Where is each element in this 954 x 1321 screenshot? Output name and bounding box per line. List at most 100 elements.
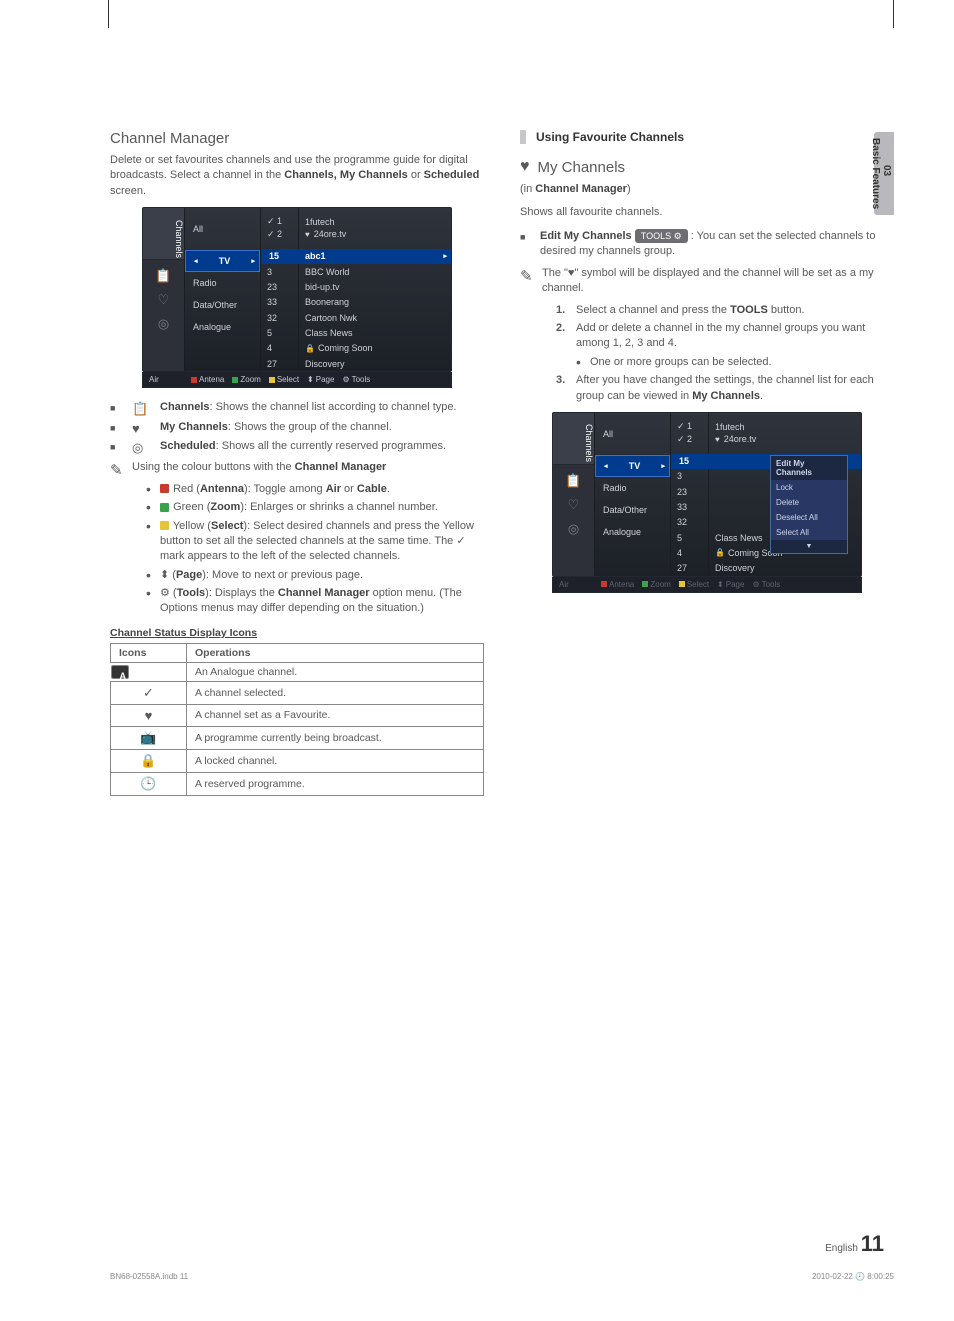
- foot-antena: Antena: [191, 375, 224, 384]
- type-all: All: [595, 413, 670, 455]
- table-row: 🕒A reserved programme.: [111, 772, 484, 795]
- text: .: [387, 483, 390, 495]
- text: TV: [629, 461, 641, 471]
- text: Antena: [609, 580, 634, 589]
- type-column: All ◂TV▸ Radio Data/Other Analogue: [595, 413, 671, 576]
- name: Boonerang: [305, 295, 451, 310]
- text: " symbol will be displayed and the chann…: [542, 267, 874, 294]
- num-sel: 15: [261, 249, 299, 264]
- step-3: 3.After you have changed the settings, t…: [556, 373, 894, 404]
- foot-page: ⬍ Page: [307, 375, 334, 384]
- table-row: 📺A programme currently being broadcast.: [111, 726, 484, 749]
- time: 8:00:25: [865, 1272, 894, 1281]
- icons-table: IconsOperations AAn Analogue channel. ✓A…: [110, 643, 484, 796]
- text: (in: [520, 183, 535, 195]
- text: Green (: [173, 501, 210, 513]
- green-square: [160, 503, 169, 512]
- table-row: 🔒A locked channel.: [111, 749, 484, 772]
- name: Cartoon Nwk: [305, 310, 451, 325]
- date: 2010-02-22: [812, 1272, 855, 1281]
- num: 3.: [556, 373, 565, 388]
- text: Yellow (: [173, 520, 211, 532]
- type-data: Data/Other: [595, 499, 670, 521]
- crop-mark: [893, 0, 894, 28]
- name-fav: 24ore.tv: [715, 434, 861, 444]
- ctx-item: Lock: [771, 480, 847, 495]
- text-bold: Channel Manager: [278, 587, 370, 599]
- text-bold: Scheduled: [160, 440, 216, 452]
- clock-icon: ◎: [158, 316, 169, 332]
- table-row: ♥A channel set as a Favourite.: [111, 704, 484, 726]
- text: Add or delete a channel in the my channe…: [576, 322, 865, 349]
- num-top: ✓ 1 ✓ 2: [261, 208, 298, 249]
- check-icon: ✓: [456, 535, 465, 547]
- text-bold: Page: [176, 569, 202, 581]
- heart-icon: ♡: [158, 292, 170, 308]
- text: An Analogue channel.: [187, 662, 484, 681]
- my-channels-title: ♥ My Channels: [520, 158, 894, 176]
- table-row: ✓A channel selected.: [111, 681, 484, 704]
- page-item: ⬍ (Page): Move to next or previous page.: [146, 568, 484, 583]
- doc-id: BN68-02558A.indb 11: [110, 1272, 188, 1281]
- check1: ✓ 1: [677, 421, 708, 432]
- channel-panel: Channels 📋 ♡ ◎ All ◂TV▸ Radio Data/Other…: [142, 207, 452, 388]
- text-bold: Channels, My Channels: [284, 169, 407, 181]
- text-bold: TOOLS: [730, 304, 768, 316]
- num: 2.: [556, 321, 565, 336]
- panel-footer-dim: Air Antena Zoom Select ⬍ Page ⚙ Tools: [552, 577, 862, 593]
- yellow-item: Yellow (Select): Select desired channels…: [146, 519, 484, 565]
- icon-check: ✓: [111, 681, 187, 704]
- panel-body: Channels 📋 ♡ ◎ All ◂TV▸ Radio Data/Other…: [142, 207, 452, 372]
- channels-tab: Channels: [143, 208, 184, 260]
- channels-tab: Channels: [553, 413, 594, 465]
- page-number: English 11: [825, 1231, 884, 1257]
- edit-my-channels: Edit My Channels TOOLS ⚙ : You can set t…: [520, 229, 894, 260]
- heart-icon: ♥: [520, 158, 530, 176]
- text: mark appears to the left of the selected…: [160, 550, 400, 562]
- text-bold: Antenna: [200, 483, 244, 495]
- name: Class News: [305, 325, 451, 340]
- context-menu: Edit My Channels Lock Delete Deselect Al…: [770, 455, 848, 554]
- check2: ✓ 2: [267, 229, 298, 240]
- step-1: 1.Select a channel and press the TOOLS b…: [556, 303, 894, 318]
- channel-manager-desc: Delete or set favourites channels and us…: [110, 153, 484, 199]
- th-ops: Operations: [187, 643, 484, 662]
- text: A reserved programme.: [187, 772, 484, 795]
- text: Red (: [173, 483, 200, 495]
- num: 1.: [556, 303, 565, 318]
- text-bold: Air: [326, 483, 341, 495]
- name: Discovery: [305, 356, 451, 371]
- text: button.: [768, 304, 805, 316]
- name: 1futech: [305, 217, 451, 227]
- sidebar-icons: 📋 ♡ ◎: [143, 260, 184, 332]
- text-bold: Channels: [160, 401, 210, 413]
- icon-lock: 🔒: [111, 749, 187, 772]
- title-text: My Channels: [538, 159, 626, 176]
- page-num-value: 11: [861, 1231, 884, 1256]
- table-row: AAn Analogue channel.: [111, 662, 484, 681]
- type-radio: Radio: [185, 272, 260, 294]
- text-bold: Channel Manager: [295, 461, 387, 473]
- num-top: ✓ 1 ✓ 2: [671, 413, 708, 454]
- text: Antena: [199, 375, 224, 384]
- panel-sidebar: Channels 📋 ♡ ◎: [553, 413, 595, 576]
- sidebar-icons: 📋 ♡ ◎: [553, 465, 594, 537]
- name: Discovery: [715, 561, 861, 576]
- text-bold: Cable: [357, 483, 387, 495]
- text: : Shows the group of the channel.: [228, 421, 392, 433]
- num: 3: [677, 469, 708, 484]
- crop-mark: [108, 0, 109, 28]
- foot-antena: Antena: [601, 580, 634, 589]
- section-label: Basic Features: [870, 138, 881, 209]
- list-icon: 📋: [565, 473, 581, 489]
- foot-tools: ⚙ Tools: [752, 580, 780, 589]
- num: 3: [267, 264, 298, 279]
- tools-item: ⚙ (Tools): Displays the Channel Manager …: [146, 586, 484, 617]
- foot-tools: ⚙ Tools: [342, 375, 370, 384]
- name-sel: abc1▸: [299, 249, 451, 264]
- table-head: IconsOperations: [111, 643, 484, 662]
- th-icons: Icons: [111, 643, 187, 662]
- text: Page: [726, 580, 745, 589]
- heart-icon: ♥: [132, 420, 140, 438]
- tools-badge: TOOLS ⚙: [635, 229, 688, 244]
